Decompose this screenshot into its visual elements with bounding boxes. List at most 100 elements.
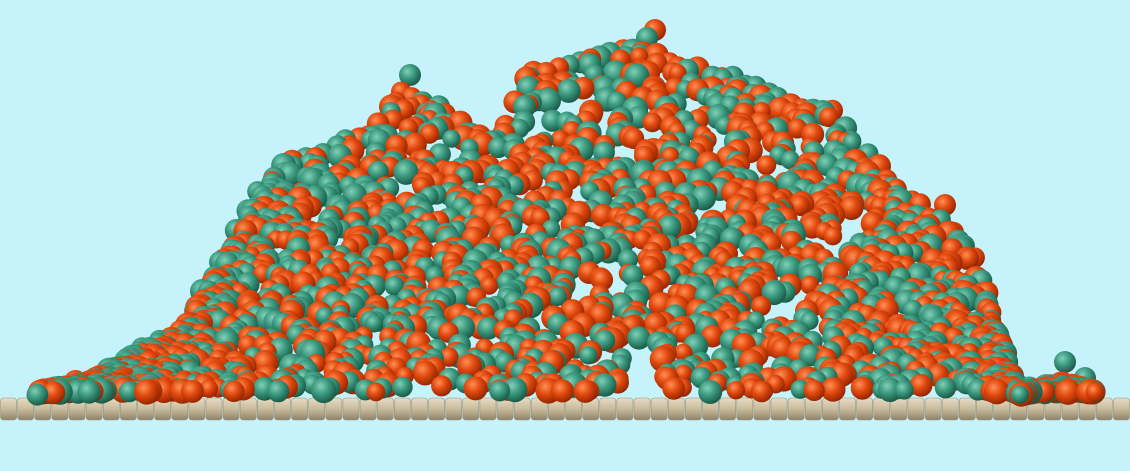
teal-bead bbox=[657, 215, 682, 239]
substrate-bead bbox=[376, 397, 394, 421]
teal-bead bbox=[1054, 351, 1076, 373]
teal-bead bbox=[392, 376, 413, 398]
orange-bead bbox=[789, 195, 810, 216]
teal-bead bbox=[842, 132, 862, 152]
orange-bead bbox=[1055, 379, 1081, 405]
orange-bead bbox=[642, 112, 663, 133]
orange-bead bbox=[751, 296, 772, 316]
orange-bead bbox=[480, 276, 499, 295]
substrate-bead bbox=[205, 397, 223, 421]
orange-bead bbox=[550, 379, 574, 403]
orange-bead bbox=[180, 379, 204, 403]
substrate-bead bbox=[941, 397, 959, 421]
orange-bead bbox=[439, 347, 459, 367]
orange-bead bbox=[366, 382, 386, 402]
teal-bead bbox=[364, 314, 384, 333]
substrate-bead bbox=[633, 397, 651, 421]
orange-bead bbox=[803, 379, 825, 401]
orange-bead bbox=[850, 376, 874, 400]
substrate-bead bbox=[565, 397, 582, 421]
teal-bead bbox=[902, 299, 923, 320]
substrate-bead bbox=[445, 397, 463, 421]
orange-bead bbox=[591, 204, 615, 227]
orange-bead bbox=[839, 195, 864, 220]
teal-bead bbox=[1010, 385, 1029, 404]
substrate-bead bbox=[839, 397, 856, 421]
substrate-bead bbox=[0, 397, 17, 421]
orange-bead bbox=[463, 376, 488, 401]
teal-bead bbox=[310, 377, 337, 404]
orange-bead bbox=[750, 380, 773, 403]
substrate-bead bbox=[462, 397, 480, 421]
orange-bead bbox=[134, 379, 160, 405]
teal-bead bbox=[489, 380, 511, 402]
teal-bead bbox=[548, 287, 568, 306]
teal-bead bbox=[877, 377, 903, 402]
teal-bead bbox=[399, 64, 421, 86]
teal-bead bbox=[894, 380, 914, 400]
substrate-bead bbox=[650, 397, 668, 421]
substrate-bead bbox=[291, 397, 308, 421]
teal-bead bbox=[77, 380, 101, 404]
orange-bead bbox=[223, 380, 245, 403]
substrate-bead bbox=[428, 397, 445, 421]
substrate-bead bbox=[616, 397, 634, 421]
substrate-bead bbox=[787, 397, 805, 421]
orange-bead bbox=[457, 353, 482, 379]
substrate-bead bbox=[599, 397, 617, 421]
substrate-bead bbox=[856, 397, 873, 421]
substrate-bead bbox=[17, 397, 35, 421]
orange-bead bbox=[431, 375, 453, 397]
substrate-bead bbox=[1095, 397, 1113, 421]
teal-bead bbox=[617, 249, 639, 270]
orange-bead bbox=[818, 107, 839, 128]
orange-bead bbox=[573, 379, 597, 403]
substrate-bead bbox=[958, 397, 976, 421]
substrate-bead bbox=[257, 397, 274, 421]
substrate-bead bbox=[719, 397, 737, 421]
teal-bead bbox=[442, 129, 461, 148]
teal-bead bbox=[535, 88, 562, 114]
substrate-bead bbox=[804, 397, 822, 421]
polymer-bead-cluster bbox=[26, 19, 1106, 407]
substrate-bead bbox=[736, 397, 754, 421]
substrate-bead bbox=[359, 397, 377, 421]
teal-bead bbox=[477, 317, 500, 340]
teal-bead bbox=[698, 380, 723, 404]
orange-bead bbox=[958, 248, 979, 269]
orange-bead bbox=[668, 63, 687, 83]
orange-bead bbox=[726, 381, 746, 400]
teal-bead bbox=[627, 326, 651, 350]
substrate-bead bbox=[907, 397, 925, 421]
teal-bead bbox=[579, 346, 598, 365]
substrate-bead bbox=[393, 397, 411, 421]
orange-bead bbox=[756, 155, 777, 176]
teal-bead bbox=[267, 380, 290, 403]
substrate-bead bbox=[667, 397, 685, 421]
teal-bead bbox=[593, 141, 615, 164]
teal-bead bbox=[384, 276, 405, 296]
orange-bead bbox=[823, 226, 843, 246]
substrate-bead bbox=[342, 397, 360, 421]
orange-bead bbox=[1085, 382, 1105, 402]
orange-bead bbox=[412, 360, 438, 386]
teal-bead bbox=[556, 78, 581, 103]
orange-bead bbox=[984, 378, 1010, 405]
orange-bead bbox=[820, 377, 846, 402]
orange-bead bbox=[199, 379, 219, 398]
teal-bead bbox=[934, 377, 957, 399]
teal-bead bbox=[393, 159, 419, 185]
teal-bead bbox=[26, 383, 49, 406]
teal-bead bbox=[621, 264, 644, 287]
orange-bead bbox=[42, 381, 66, 405]
orange-bead bbox=[662, 377, 686, 400]
substrate-bead bbox=[1113, 397, 1130, 421]
substrate-bead bbox=[685, 397, 702, 421]
substrate-bead bbox=[479, 397, 497, 421]
substrate-bead bbox=[770, 397, 788, 421]
substrate-bead bbox=[239, 397, 257, 421]
teal-bead bbox=[118, 381, 140, 403]
substrate-bead bbox=[411, 397, 428, 421]
orange-bead bbox=[909, 373, 933, 397]
